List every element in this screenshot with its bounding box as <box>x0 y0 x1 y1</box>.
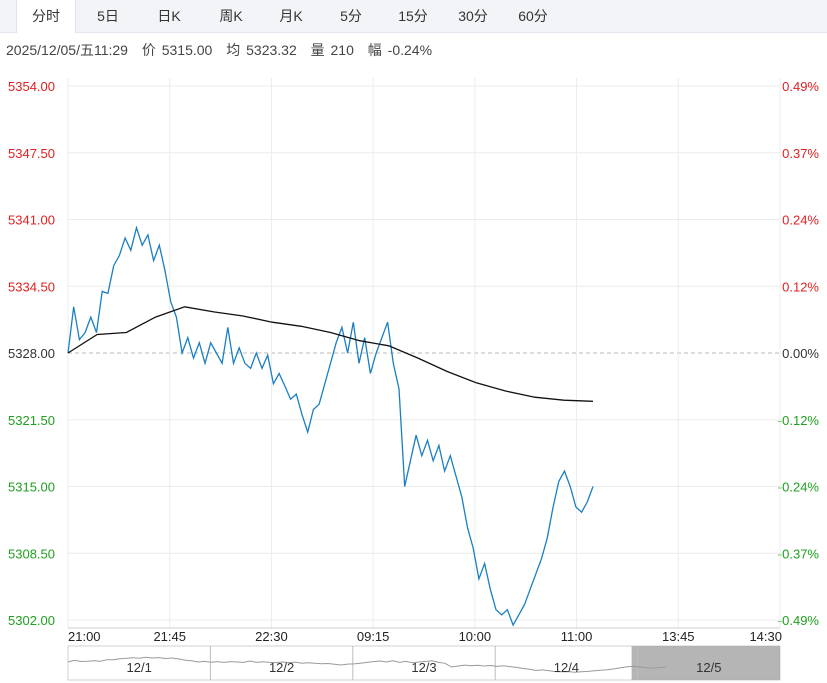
avg-value: 5323.32 <box>246 42 297 58</box>
change-label: 幅 <box>367 42 382 58</box>
tab-weekly-k[interactable]: 周K <box>219 8 243 24</box>
x-tick-label: 10:00 <box>459 629 492 644</box>
y-tick-label-right: 0.00% <box>782 346 819 361</box>
x-tick-label: 21:45 <box>153 629 186 644</box>
navigator-day-label: 12/1 <box>127 660 152 675</box>
y-tick-label-right: 0.49% <box>782 79 819 94</box>
change-value: -0.24% <box>387 42 433 58</box>
price-value: 5315.00 <box>161 42 213 58</box>
y-tick-label-left: 5302.00 <box>8 613 55 628</box>
navigator-day-label: 12/3 <box>411 660 436 675</box>
x-tick-label: 11:00 <box>561 629 593 644</box>
y-tick-label-right: -0.37% <box>778 546 820 561</box>
tab-intraday[interactable]: 分时 <box>16 0 76 33</box>
navigator-day-label: 12/4 <box>554 660 579 675</box>
quote-info-bar: 2025/12/05/五11:29 价 5315.00 均 5323.32 量 … <box>6 40 434 60</box>
tab-5day[interactable]: 5日 <box>97 8 119 24</box>
navigator-selection[interactable] <box>631 646 780 680</box>
navigator-day-label: 12/5 <box>696 660 721 675</box>
y-tick-label-left: 5334.50 <box>8 279 55 294</box>
y-tick-label-left: 5328.00 <box>8 346 55 361</box>
price-label: 价 <box>141 42 156 58</box>
x-tick-label: 22:30 <box>255 629 288 644</box>
tab-30min[interactable]: 30分 <box>458 8 488 24</box>
navigator-day-label: 12/2 <box>269 660 294 675</box>
average-price-line <box>67 306 594 402</box>
y-tick-label-left: 5354.00 <box>8 79 55 94</box>
y-tick-label-right: -0.49% <box>778 613 820 628</box>
y-tick-label-right: 0.37% <box>782 146 819 161</box>
y-tick-label-left: 5321.50 <box>8 413 55 428</box>
period-tab-bar: 分时 5日 日K 周K 月K 5分 15分 30分 60分 <box>0 0 827 33</box>
x-tick-label: 13:45 <box>662 629 695 644</box>
x-tick-label: 21:00 <box>68 629 101 644</box>
x-tick-label: 14:30 <box>749 629 782 644</box>
y-tick-label-left: 5308.50 <box>8 546 55 561</box>
volume-value: 210 <box>330 42 354 58</box>
tab-monthly-k[interactable]: 月K <box>279 8 303 24</box>
y-tick-label-right: -0.12% <box>778 413 820 428</box>
tab-5min[interactable]: 5分 <box>340 8 362 24</box>
price-line <box>67 225 594 627</box>
y-tick-label-right: 0.12% <box>782 279 819 294</box>
avg-label: 均 <box>226 42 241 58</box>
tab-60min[interactable]: 60分 <box>518 8 548 24</box>
quote-datetime: 2025/12/05/五11:29 <box>6 42 128 58</box>
y-tick-label-left: 5315.00 <box>8 480 55 495</box>
y-tick-label-left: 5341.00 <box>8 213 55 228</box>
y-tick-label-right: 0.24% <box>782 213 819 228</box>
x-tick-label: 09:15 <box>357 629 390 644</box>
y-tick-label-left: 5347.50 <box>8 146 55 161</box>
navigator-mini-line <box>67 656 667 673</box>
tab-daily-k[interactable]: 日K <box>157 8 181 24</box>
volume-label: 量 <box>310 42 325 58</box>
y-tick-label-right: -0.24% <box>778 480 820 495</box>
tab-15min[interactable]: 15分 <box>398 8 428 24</box>
